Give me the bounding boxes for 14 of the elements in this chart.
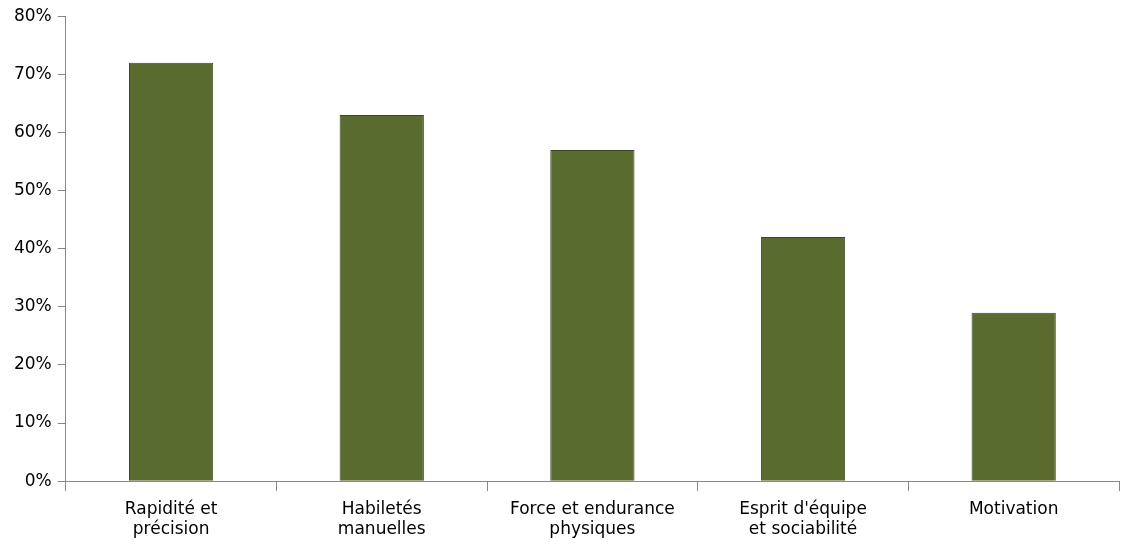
x-tick-label: Motivation bbox=[968, 497, 1059, 518]
y-tick-label: 60% bbox=[13, 120, 52, 141]
x-tick-label: Force et endurance physiques bbox=[510, 497, 675, 539]
y-tick-label: 30% bbox=[13, 295, 52, 316]
y-tick-label: 0% bbox=[24, 469, 52, 490]
y-tick-label: 40% bbox=[13, 237, 52, 258]
x-tick-label: Esprit d'équipe et sociabilité bbox=[739, 497, 867, 539]
x-tick-label: Habiletés manuelles bbox=[337, 497, 426, 539]
y-tick-label: 20% bbox=[13, 353, 52, 374]
y-tick-label: 10% bbox=[13, 411, 52, 432]
x-tick-label: Rapidité et précision bbox=[124, 497, 218, 539]
y-tick-label: 80% bbox=[13, 4, 52, 25]
y-tick-label: 70% bbox=[13, 62, 52, 83]
y-tick-label: 50% bbox=[13, 179, 52, 199]
